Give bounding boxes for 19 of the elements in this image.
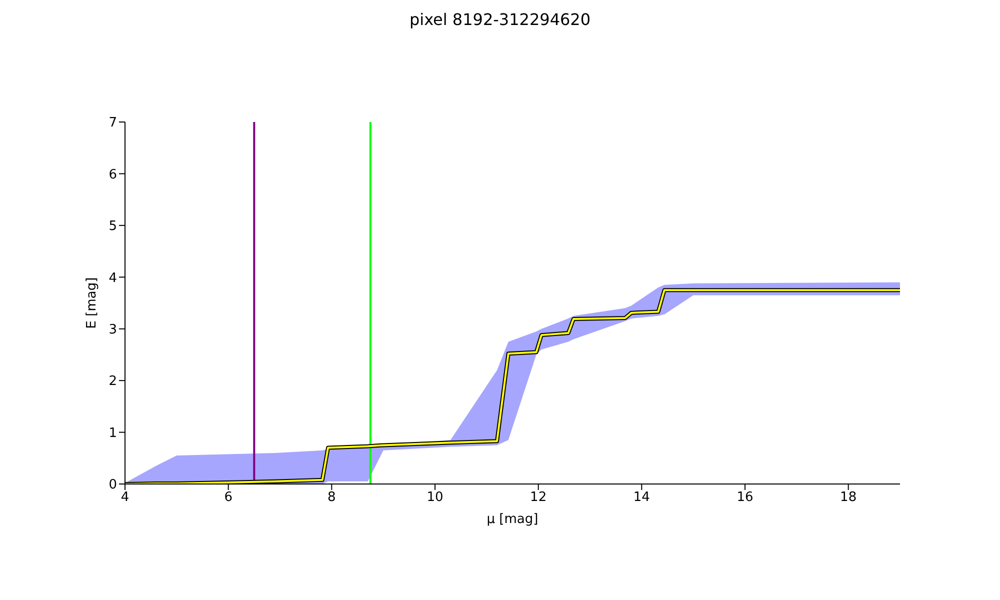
y-tick-label: 7 — [108, 116, 117, 131]
y-tick-label: 1 — [108, 426, 117, 441]
y-tick-label: 4 — [108, 270, 117, 286]
x-tick-label: 14 — [633, 490, 650, 506]
x-tick-label: 10 — [426, 490, 444, 506]
x-tick-label: 8 — [328, 490, 336, 506]
x-axis-title: μ [mag] — [486, 512, 540, 527]
y-tick-label: 6 — [108, 167, 117, 182]
y-tick-label: 0 — [108, 478, 117, 493]
y-tick-label: 2 — [108, 374, 117, 390]
x-tick-label: 4 — [120, 490, 130, 506]
x-tick-label: 16 — [736, 490, 754, 506]
x-tick-label: 12 — [530, 490, 547, 506]
y-tick-label: 5 — [108, 219, 117, 234]
x-tick-label: 18 — [840, 490, 857, 506]
x-tick-label: 6 — [224, 490, 232, 506]
y-tick-label: 3 — [108, 322, 117, 338]
y-axis-title: E [mag] — [84, 277, 100, 329]
chart-title: pixel 8192-312294620 — [408, 10, 592, 29]
